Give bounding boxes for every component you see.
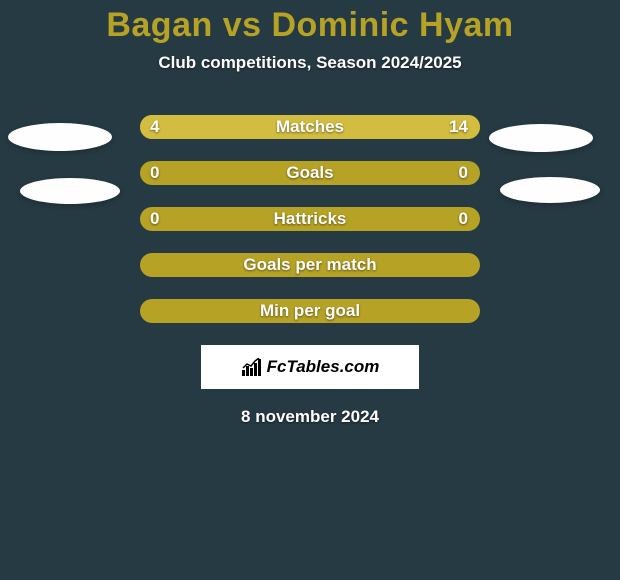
stat-label: Goals per match: [140, 253, 480, 277]
decorative-ellipse: [489, 124, 593, 152]
stat-bar: Hattricks: [140, 207, 480, 231]
stat-value-left: 0: [150, 209, 159, 229]
stat-label: Min per goal: [140, 299, 480, 323]
decorative-ellipse: [500, 177, 600, 203]
stat-value-left: 4: [150, 117, 159, 137]
stat-label: Goals: [140, 161, 480, 185]
decorative-ellipse: [8, 123, 112, 151]
brand-chart-icon: [241, 358, 263, 376]
stat-row: Hattricks0 0: [0, 207, 620, 231]
page-title: Bagan vs Dominic Hyam: [106, 6, 513, 45]
decorative-ellipse: [20, 178, 120, 204]
stat-row: Min per goal: [0, 299, 620, 323]
stat-bar: Goals per match: [140, 253, 480, 277]
stat-value-left: 0: [150, 163, 159, 183]
stat-row: Goals per match: [0, 253, 620, 277]
stat-bar: Min per goal: [140, 299, 480, 323]
stat-bar: Goals: [140, 161, 480, 185]
brand-text: FcTables.com: [267, 357, 380, 377]
content: Bagan vs Dominic Hyam Club competitions,…: [0, 0, 620, 580]
brand-box: FcTables.com: [201, 345, 419, 389]
stat-label: Hattricks: [140, 207, 480, 231]
stat-label: Matches: [140, 115, 480, 139]
date-text: 8 november 2024: [241, 407, 379, 427]
stat-bar: Matches: [140, 115, 480, 139]
stat-value-right: 0: [459, 163, 468, 183]
stat-value-right: 14: [449, 117, 468, 137]
subtitle: Club competitions, Season 2024/2025: [158, 53, 461, 73]
stat-value-right: 0: [459, 209, 468, 229]
